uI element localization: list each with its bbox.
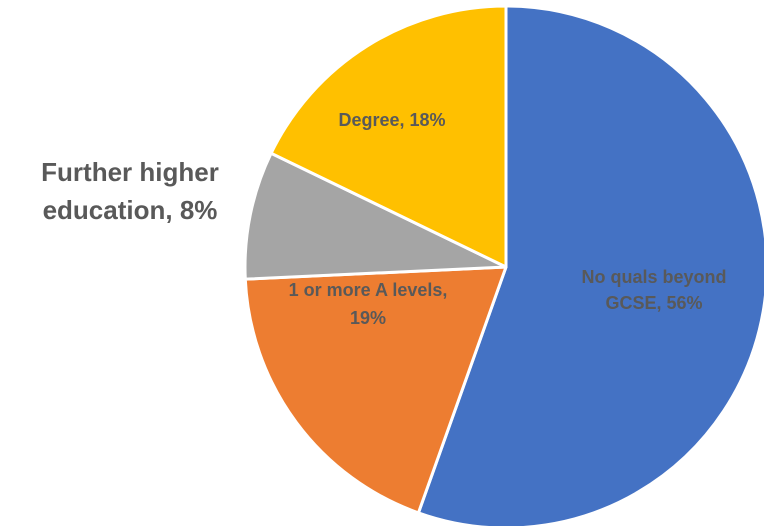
slice-label-line: GCSE, 56%	[605, 293, 702, 313]
slice-label-line: 19%	[350, 308, 386, 328]
label-a-levels: 1 or more A levels, 19%	[289, 280, 448, 328]
slice-degree	[269, 4, 508, 269]
slice-further-higher-education	[243, 151, 508, 281]
slice-label-line: No quals beyond	[581, 267, 726, 287]
label-degree: Degree, 18%	[338, 110, 445, 130]
slice-no-quals	[416, 4, 764, 526]
label-further-higher-education: Further higher education, 8%	[41, 157, 219, 225]
slice-label-line: 1 or more A levels,	[289, 280, 448, 300]
label-no-quals: No quals beyond GCSE, 56%	[581, 267, 726, 313]
slice-label-line: education, 8%	[43, 195, 218, 225]
slice-label-line: Further higher	[41, 157, 219, 187]
slice-a-levels	[243, 265, 508, 515]
pie-slices	[243, 4, 764, 526]
pie-labels: No quals beyond GCSE, 56% 1 or more A leve…	[41, 110, 726, 328]
slice-label-line: Degree, 18%	[338, 110, 445, 130]
